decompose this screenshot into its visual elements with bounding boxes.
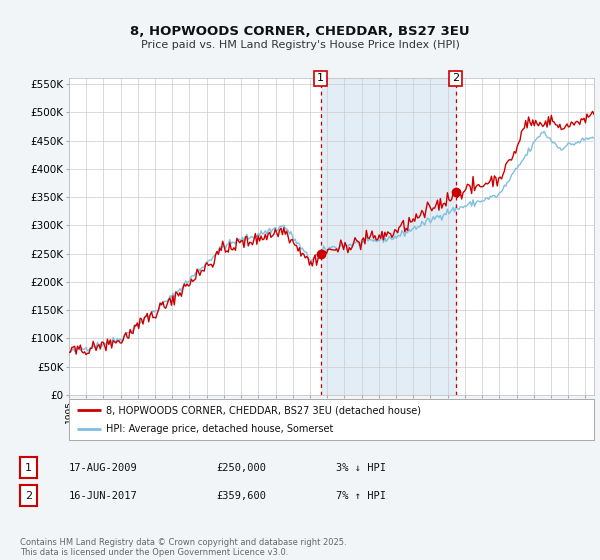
Text: 2: 2 <box>25 491 32 501</box>
Text: 16-JUN-2017: 16-JUN-2017 <box>69 491 138 501</box>
Text: £359,600: £359,600 <box>216 491 266 501</box>
Text: HPI: Average price, detached house, Somerset: HPI: Average price, detached house, Some… <box>106 424 333 433</box>
Text: Contains HM Land Registry data © Crown copyright and database right 2025.
This d: Contains HM Land Registry data © Crown c… <box>20 538 346 557</box>
Text: £250,000: £250,000 <box>216 463 266 473</box>
Text: 2: 2 <box>452 73 459 83</box>
Text: 8, HOPWOODS CORNER, CHEDDAR, BS27 3EU: 8, HOPWOODS CORNER, CHEDDAR, BS27 3EU <box>130 25 470 38</box>
Bar <box>321 78 455 395</box>
Text: 1: 1 <box>317 73 324 83</box>
Text: 3% ↓ HPI: 3% ↓ HPI <box>336 463 386 473</box>
Text: 17-AUG-2009: 17-AUG-2009 <box>69 463 138 473</box>
Text: Price paid vs. HM Land Registry's House Price Index (HPI): Price paid vs. HM Land Registry's House … <box>140 40 460 50</box>
Text: 8, HOPWOODS CORNER, CHEDDAR, BS27 3EU (detached house): 8, HOPWOODS CORNER, CHEDDAR, BS27 3EU (d… <box>106 405 421 415</box>
Text: 7% ↑ HPI: 7% ↑ HPI <box>336 491 386 501</box>
Text: 1: 1 <box>25 463 32 473</box>
